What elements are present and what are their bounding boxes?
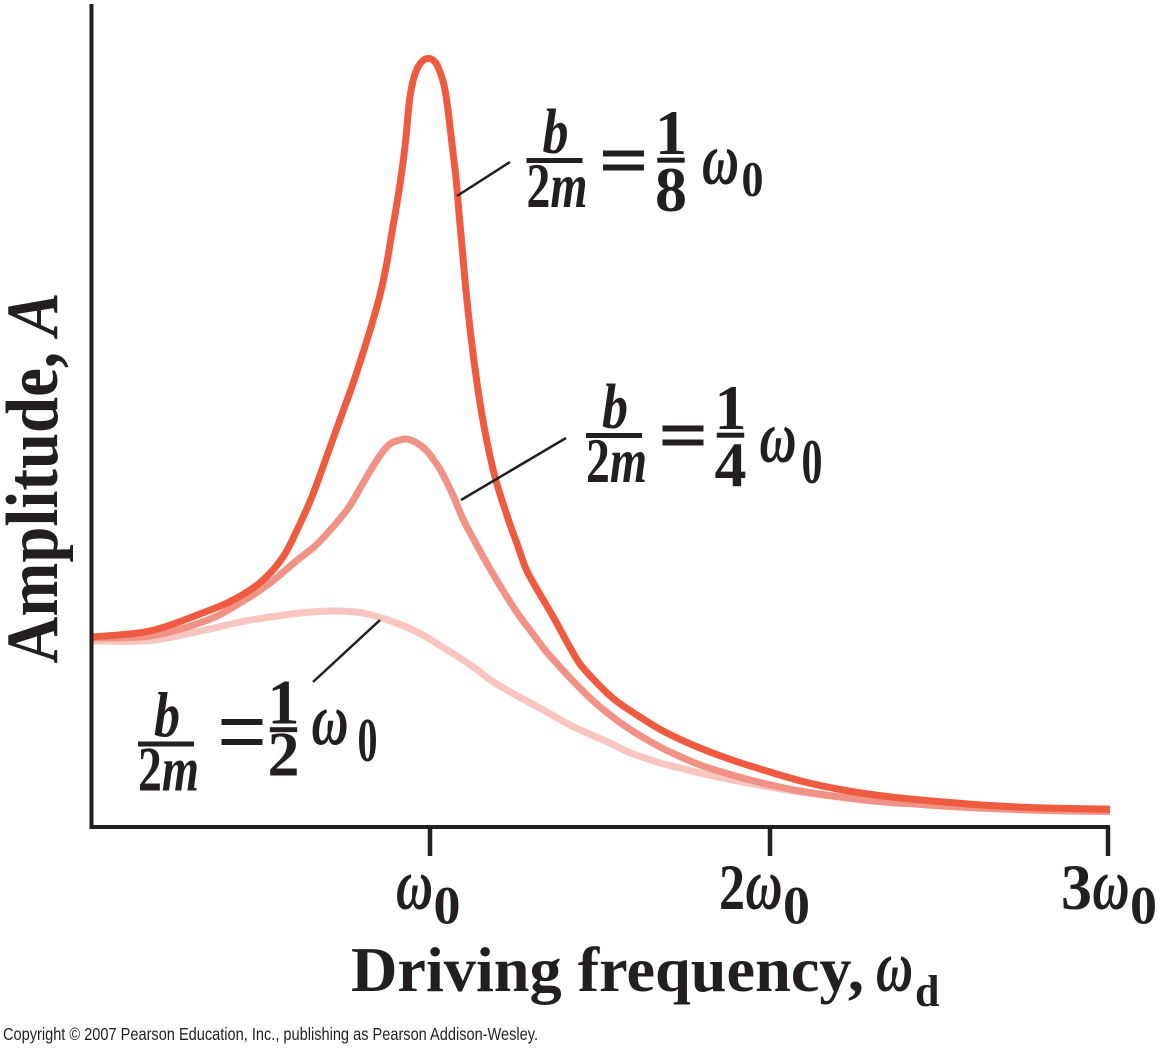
svg-text:0: 0 bbox=[434, 876, 461, 936]
svg-text:b: b bbox=[154, 679, 180, 750]
svg-text:b: b bbox=[543, 96, 569, 167]
svg-text:0: 0 bbox=[783, 876, 810, 936]
svg-text:1: 1 bbox=[715, 372, 747, 443]
svg-text:Driving frequency,: Driving frequency, bbox=[351, 934, 864, 1005]
svg-text:ω: ω bbox=[702, 119, 739, 201]
svg-text:0: 0 bbox=[802, 426, 823, 497]
svg-text:ω: ω bbox=[1093, 844, 1130, 925]
svg-text:3: 3 bbox=[1061, 852, 1092, 924]
svg-text:2m: 2m bbox=[586, 425, 647, 496]
svg-text:b: b bbox=[602, 371, 628, 442]
svg-text:0: 0 bbox=[742, 151, 764, 207]
svg-text:d: d bbox=[915, 967, 939, 1016]
svg-text:2m: 2m bbox=[138, 734, 199, 805]
svg-text:ω: ω bbox=[876, 926, 913, 1007]
svg-text:ω: ω bbox=[312, 680, 349, 762]
svg-text:ω: ω bbox=[396, 844, 433, 925]
svg-text:ω: ω bbox=[760, 397, 797, 479]
svg-text:2: 2 bbox=[268, 719, 300, 790]
svg-text:0: 0 bbox=[1130, 876, 1157, 936]
svg-text:1: 1 bbox=[655, 97, 687, 168]
svg-text:2m: 2m bbox=[527, 150, 588, 221]
svg-text:Copyright © 2007 Pearson Educa: Copyright © 2007 Pearson Education, Inc.… bbox=[3, 1024, 538, 1044]
svg-text:1: 1 bbox=[268, 667, 300, 738]
svg-text:8: 8 bbox=[655, 154, 687, 225]
svg-text:4: 4 bbox=[715, 429, 747, 500]
svg-text:Amplitude, A: Amplitude, A bbox=[0, 293, 74, 664]
svg-text:2: 2 bbox=[719, 852, 745, 924]
svg-text:ω: ω bbox=[746, 844, 783, 925]
svg-text:0: 0 bbox=[358, 707, 378, 775]
